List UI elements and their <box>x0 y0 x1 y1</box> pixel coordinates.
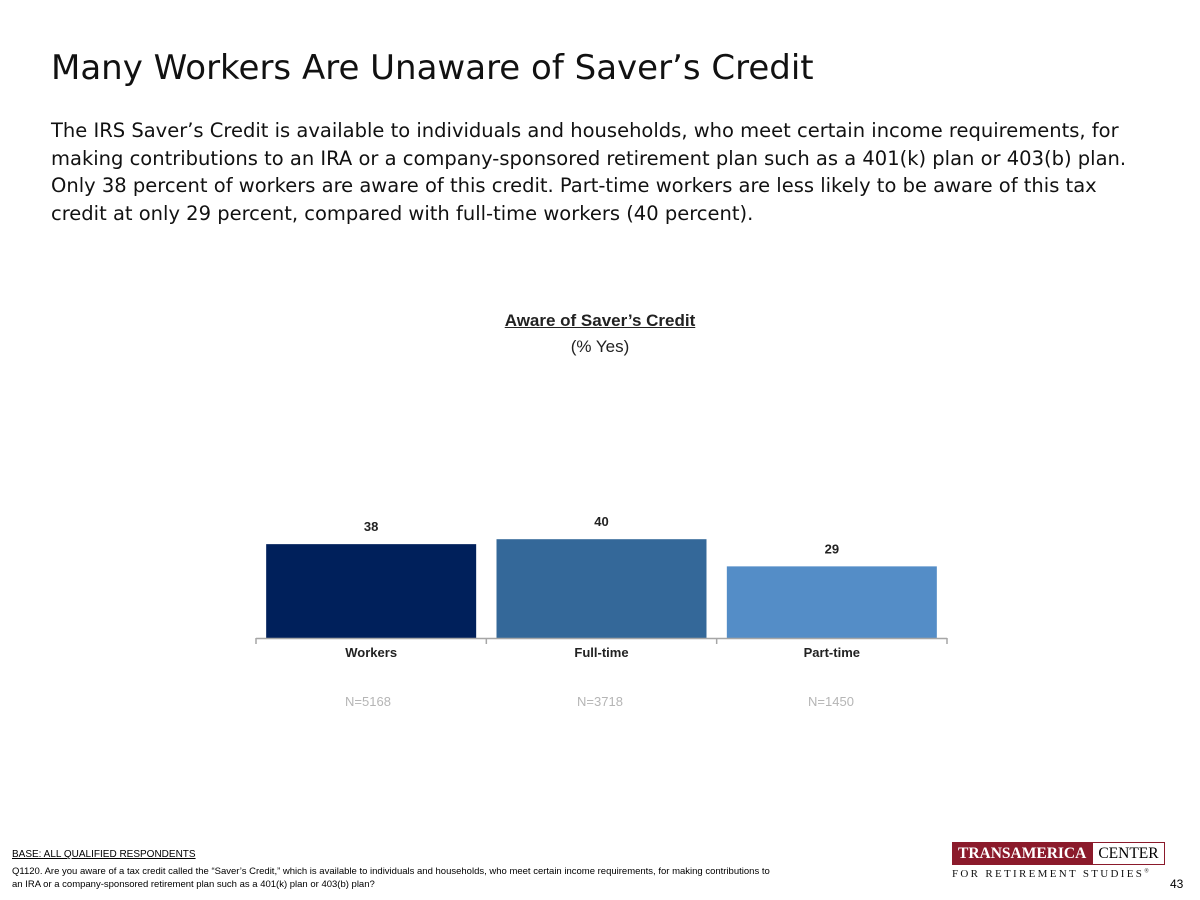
data-label-workers: 38 <box>364 519 378 534</box>
chart-title: Aware of Saver’s Credit <box>504 311 696 330</box>
page-title: Many Workers Are Unaware of Saver’s Cred… <box>51 48 814 88</box>
bar-full-time <box>496 539 707 638</box>
category-label-part-time: Part-time <box>804 645 860 660</box>
data-label-full-time: 40 <box>594 514 608 529</box>
base-note: BASE: ALL QUALIFIED RESPONDENTS <box>12 849 196 860</box>
page-number: 43 <box>1170 877 1184 891</box>
category-label-workers: Workers <box>345 645 397 660</box>
bar-workers <box>266 544 477 638</box>
sample-size-full-time: N=3718 <box>577 694 623 709</box>
intro-paragraph: The IRS Saver’s Credit is available to i… <box>51 119 1127 225</box>
chart-subtitle: (% Yes) <box>570 337 630 356</box>
category-label-full-time: Full-time <box>574 645 628 660</box>
transamerica-logo: TRANSAMERICA CENTER FOR RETIREMENT STUDI… <box>952 842 1165 880</box>
bar-part-time <box>726 566 937 638</box>
logo-brand: TRANSAMERICA <box>952 842 1093 865</box>
question-note: Q1120. Are you aware of a tax credit cal… <box>12 866 770 890</box>
logo-tagline: FOR RETIREMENT STUDIES® <box>952 868 1149 880</box>
sample-size-workers: N=5168 <box>345 694 391 709</box>
sample-size-part-time: N=1450 <box>808 694 854 709</box>
logo-center: CENTER <box>1092 842 1165 865</box>
data-label-part-time: 29 <box>825 541 839 556</box>
